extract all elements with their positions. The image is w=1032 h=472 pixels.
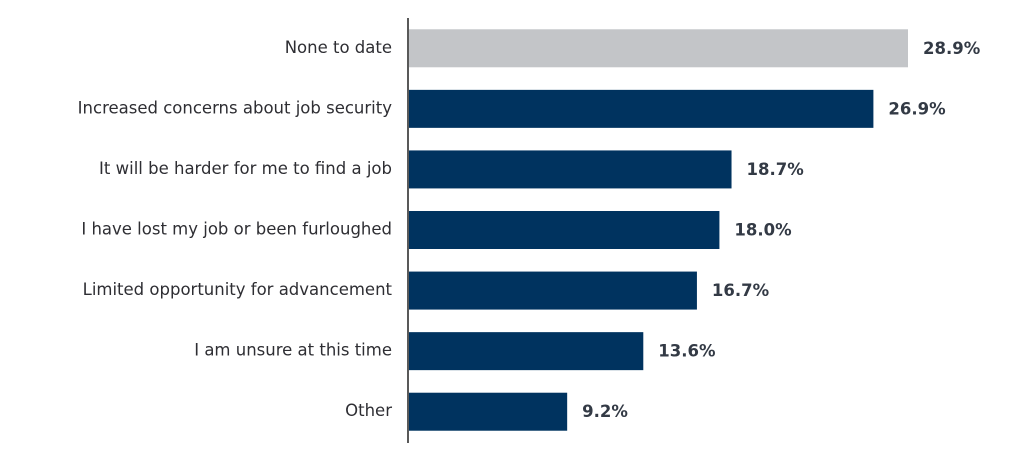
bar [409,271,697,310]
value-label: 18.0% [734,221,792,240]
bar [409,211,720,249]
category-label: Increased concerns about job security [78,98,393,117]
value-label: 9.2% [582,402,628,421]
category-label: I have lost my job or been furloughed [81,220,392,239]
category-label: Other [345,401,392,420]
bar [409,392,568,431]
value-label: 16.7% [712,281,770,300]
bar [409,29,908,68]
category-label: Limited opportunity for advancement [83,280,393,299]
value-label: 26.9% [888,99,946,118]
value-label: 13.6% [658,342,716,361]
category-label: It will be harder for me to find a job [99,159,392,178]
bar [409,150,732,189]
bar [409,89,874,128]
category-label: None to date [285,38,392,57]
bar [409,332,644,371]
category-label: I am unsure at this time [194,341,392,360]
value-label: 18.7% [747,160,805,179]
value-label: 28.9% [923,39,981,58]
